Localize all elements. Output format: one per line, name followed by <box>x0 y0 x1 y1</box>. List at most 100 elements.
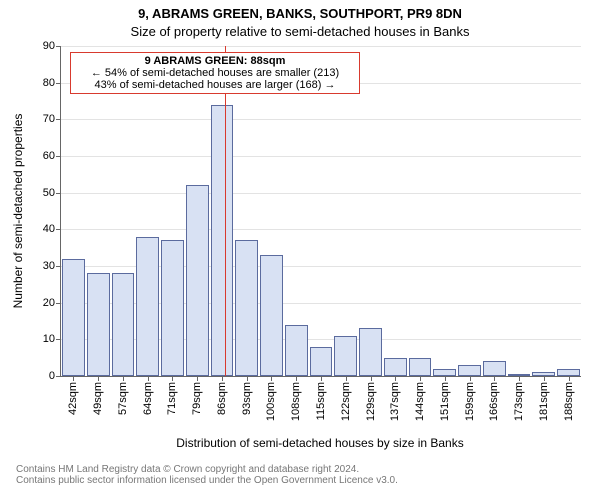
xtick-label: 100sqm <box>265 382 277 421</box>
xtick-mark <box>123 376 124 381</box>
xtick-mark <box>148 376 149 381</box>
xtick-mark <box>445 376 446 381</box>
xtick-mark <box>271 376 272 381</box>
ytick-mark <box>56 46 61 47</box>
x-axis-label: Distribution of semi-detached houses by … <box>60 436 580 450</box>
histogram-bar <box>285 325 308 376</box>
xtick-mark <box>420 376 421 381</box>
xtick-mark <box>98 376 99 381</box>
xtick-mark <box>73 376 74 381</box>
xtick-mark <box>296 376 297 381</box>
annotation-line: 9 ABRAMS GREEN: 88sqm <box>75 55 355 67</box>
chart-title-address: 9, ABRAMS GREEN, BANKS, SOUTHPORT, PR9 8… <box>0 6 600 21</box>
ytick-label: 80 <box>43 77 55 89</box>
histogram-bar <box>433 369 456 376</box>
histogram-bar <box>186 185 209 376</box>
xtick-mark <box>197 376 198 381</box>
y-axis-label: Number of semi-detached properties <box>11 46 25 376</box>
ytick-mark <box>56 83 61 84</box>
xtick-mark <box>519 376 520 381</box>
xtick-mark <box>470 376 471 381</box>
footer-line-2: Contains public sector information licen… <box>16 475 398 486</box>
histogram-bar <box>235 240 258 376</box>
xtick-mark <box>494 376 495 381</box>
histogram-bar <box>458 365 481 376</box>
histogram-bar <box>211 105 234 376</box>
histogram-bar <box>112 273 135 376</box>
xtick-label: 151sqm <box>439 382 451 421</box>
histogram-bar <box>260 255 283 376</box>
ytick-mark <box>56 339 61 340</box>
gridline <box>61 46 581 47</box>
xtick-mark <box>172 376 173 381</box>
ytick-label: 30 <box>43 260 55 272</box>
ytick-label: 0 <box>49 370 55 382</box>
xtick-label: 137sqm <box>389 382 401 421</box>
xtick-label: 173sqm <box>513 382 525 421</box>
ytick-mark <box>56 193 61 194</box>
xtick-label: 115sqm <box>315 382 327 420</box>
xtick-mark <box>395 376 396 381</box>
ytick-mark <box>56 229 61 230</box>
xtick-mark <box>222 376 223 381</box>
ytick-label: 10 <box>43 333 55 345</box>
xtick-mark <box>569 376 570 381</box>
ytick-mark <box>56 266 61 267</box>
xtick-label: 144sqm <box>414 382 426 421</box>
histogram-bar <box>483 361 506 376</box>
plot-area: 010203040506070809042sqm49sqm57sqm64sqm7… <box>60 46 581 377</box>
histogram-bar <box>384 358 407 376</box>
chart-title-subtitle: Size of property relative to semi-detach… <box>0 24 600 39</box>
marker-line <box>225 46 226 376</box>
ytick-label: 40 <box>43 223 55 235</box>
gridline <box>61 193 581 194</box>
ytick-label: 70 <box>43 113 55 125</box>
xtick-label: 188sqm <box>563 382 575 421</box>
histogram-bar <box>409 358 432 376</box>
ytick-label: 20 <box>43 297 55 309</box>
ytick-mark <box>56 303 61 304</box>
xtick-label: 129sqm <box>365 382 377 421</box>
xtick-mark <box>544 376 545 381</box>
footer-attribution: Contains HM Land Registry data © Crown c… <box>16 464 398 486</box>
histogram-bar <box>136 237 159 376</box>
histogram-bar <box>557 369 580 376</box>
xtick-label: 64sqm <box>142 382 154 415</box>
xtick-label: 79sqm <box>191 382 203 415</box>
chart-container: 9, ABRAMS GREEN, BANKS, SOUTHPORT, PR9 8… <box>0 0 600 500</box>
ytick-label: 90 <box>43 40 55 52</box>
xtick-label: 108sqm <box>290 382 302 421</box>
ytick-mark <box>56 119 61 120</box>
xtick-label: 49sqm <box>92 382 104 415</box>
histogram-bar <box>310 347 333 376</box>
xtick-label: 166sqm <box>488 382 500 421</box>
histogram-bar <box>62 259 85 376</box>
annotation-line: 43% of semi-detached houses are larger (… <box>75 79 355 91</box>
xtick-label: 42sqm <box>67 382 79 415</box>
histogram-bar <box>87 273 110 376</box>
xtick-mark <box>321 376 322 381</box>
xtick-label: 71sqm <box>166 382 178 415</box>
ytick-mark <box>56 156 61 157</box>
xtick-label: 122sqm <box>340 382 352 421</box>
xtick-label: 159sqm <box>464 382 476 421</box>
annotation-box: 9 ABRAMS GREEN: 88sqm← 54% of semi-detac… <box>70 52 360 94</box>
xtick-label: 93sqm <box>241 382 253 415</box>
ytick-label: 50 <box>43 187 55 199</box>
ytick-mark <box>56 376 61 377</box>
xtick-label: 57sqm <box>117 382 129 415</box>
xtick-mark <box>371 376 372 381</box>
histogram-bar <box>161 240 184 376</box>
gridline <box>61 156 581 157</box>
gridline <box>61 229 581 230</box>
histogram-bar <box>334 336 357 376</box>
footer-line-1: Contains HM Land Registry data © Crown c… <box>16 464 398 475</box>
xtick-mark <box>346 376 347 381</box>
ytick-label: 60 <box>43 150 55 162</box>
gridline <box>61 119 581 120</box>
annotation-line: ← 54% of semi-detached houses are smalle… <box>75 67 355 79</box>
histogram-bar <box>359 328 382 376</box>
xtick-label: 86sqm <box>216 382 228 415</box>
xtick-label: 181sqm <box>538 382 550 421</box>
xtick-mark <box>247 376 248 381</box>
